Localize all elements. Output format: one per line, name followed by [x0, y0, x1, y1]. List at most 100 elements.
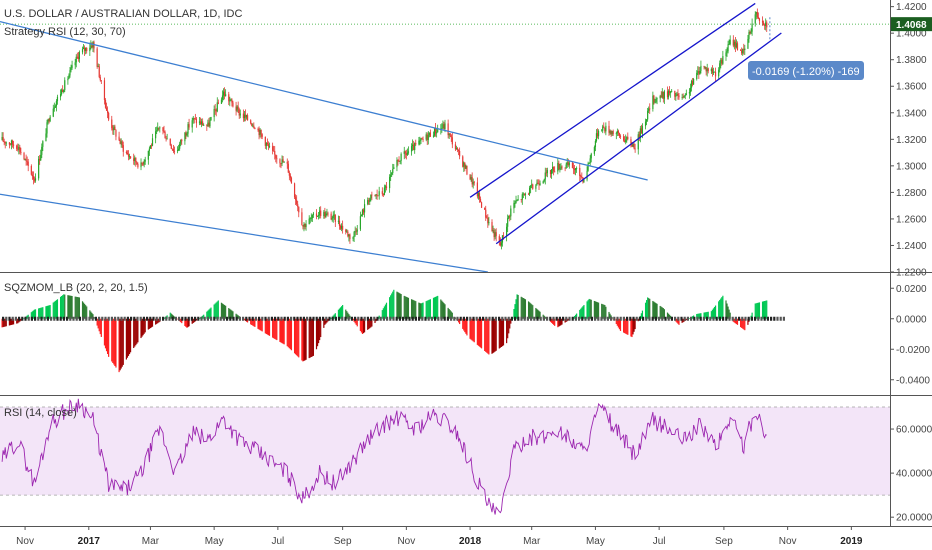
candle-body [165, 138, 167, 140]
squeeze-dot [392, 316, 395, 321]
candle-body [565, 164, 567, 168]
candle-body [605, 125, 607, 132]
histogram-bar [588, 298, 590, 319]
candle-body [749, 32, 751, 34]
candle-body [59, 94, 62, 97]
histogram-bar [477, 318, 480, 346]
rsi-label[interactable]: RSI (14, close) [4, 407, 77, 419]
squeeze-dot [98, 316, 101, 321]
candle-body [719, 63, 721, 70]
candle-body [666, 91, 669, 98]
squeeze-dot [347, 316, 350, 321]
squeeze-dot [158, 316, 161, 321]
histogram-bar [187, 318, 189, 328]
candle-body [728, 44, 730, 45]
histogram-bar [209, 308, 211, 319]
histogram-bar [659, 305, 661, 319]
strategy-label[interactable]: Strategy RSI (12, 30, 70) [4, 26, 126, 38]
candle-body [368, 200, 370, 202]
histogram-bar [586, 301, 588, 319]
histogram-bar [115, 318, 117, 368]
candle-body [304, 224, 306, 227]
histogram-bar [714, 305, 717, 319]
histogram-bar [389, 297, 391, 319]
candle-body [84, 47, 86, 51]
candle-body [106, 110, 109, 113]
candle-body [634, 148, 636, 150]
squeeze-dot [568, 316, 571, 321]
candle-body [399, 161, 401, 162]
candle-body [176, 149, 179, 152]
histogram-bar [609, 313, 611, 319]
squeeze-dot [238, 316, 241, 321]
squeeze-dot [203, 316, 206, 321]
histogram-bar [726, 303, 728, 319]
squeeze-dot [597, 316, 600, 321]
candle-body [113, 126, 115, 131]
candle-body [118, 136, 120, 140]
histogram-bar [253, 318, 255, 327]
histogram-bar [471, 318, 473, 341]
candle-body [725, 52, 727, 57]
histogram-bar [604, 305, 606, 319]
candle-body [459, 151, 461, 157]
candle-body [47, 119, 49, 123]
histogram-bar [158, 318, 160, 323]
candle-body [535, 185, 537, 189]
measure-tool[interactable]: -0.0169 (-1.20%) -169 [748, 61, 864, 80]
squeeze-dot [302, 316, 305, 321]
histogram-bar [485, 318, 487, 352]
x-tick-label: Sep [715, 536, 733, 547]
candle-body [713, 71, 716, 73]
candle-body [34, 178, 37, 181]
histogram-bar [564, 318, 566, 323]
candle-body [576, 167, 578, 169]
histogram-bar [660, 306, 662, 319]
candle-body [178, 148, 180, 150]
candle-body [89, 47, 91, 52]
histogram-bar [96, 318, 98, 326]
histogram-bar [252, 318, 254, 326]
candle-body [68, 75, 70, 79]
candle-body [632, 143, 634, 147]
squeeze-dot [523, 316, 526, 321]
histogram-bar [348, 314, 350, 319]
candle-body [405, 153, 407, 155]
histogram-bar [310, 318, 312, 358]
squeeze-dot [341, 316, 344, 321]
candle-body [486, 217, 488, 219]
histogram-bar [500, 318, 503, 347]
squeeze-dot [210, 316, 213, 321]
candle-body [245, 115, 248, 118]
squeeze-dot [235, 316, 238, 321]
squeeze-dot [750, 316, 753, 321]
candle-body [119, 139, 121, 144]
price-pane[interactable] [0, 0, 890, 272]
squeeze-dot [69, 316, 72, 321]
histogram-bar [140, 318, 142, 339]
squeeze-dot [725, 316, 728, 321]
candle-body [454, 144, 457, 150]
candle-body [413, 144, 415, 151]
candle-body [184, 132, 186, 142]
histogram-bar [647, 297, 649, 319]
histogram-bar [535, 307, 537, 319]
sqzmom-pane[interactable] [0, 273, 890, 395]
sqzmom-label[interactable]: SQZMOM_LB (20, 2, 20, 1.5) [4, 282, 148, 294]
candle-body [432, 135, 435, 137]
squeeze-dot [466, 316, 469, 321]
candle-body [652, 95, 654, 110]
candle-body [428, 132, 430, 136]
candle-body [52, 108, 54, 117]
squeeze-dot [728, 316, 731, 321]
histogram-bar [268, 318, 271, 336]
candle-body [612, 131, 614, 135]
histogram-bar [155, 318, 157, 325]
histogram-bar [97, 318, 99, 329]
squeeze-dot [706, 316, 709, 321]
squeeze-dot [622, 316, 625, 321]
histogram-bar [450, 311, 452, 319]
histogram-bar [406, 297, 408, 319]
candle-body [191, 120, 193, 128]
